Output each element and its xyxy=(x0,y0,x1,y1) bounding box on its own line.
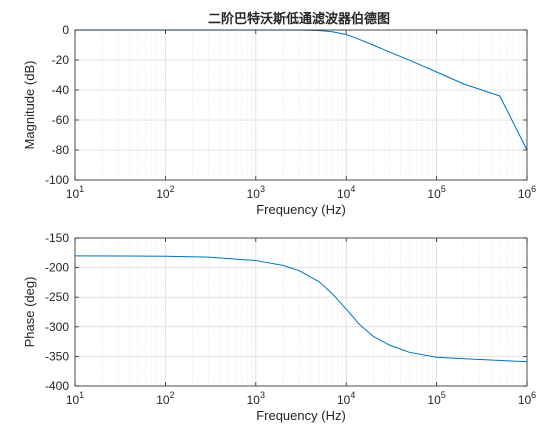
figure-title: 二阶巴特沃斯低通滤波器伯德图 xyxy=(208,11,390,26)
magnitude-y-tick-label: -40 xyxy=(52,83,70,97)
magnitude-y-tick-label: -100 xyxy=(45,173,69,187)
phase-axes-box xyxy=(74,237,528,387)
phase-x-tick-label: 103 xyxy=(247,390,265,407)
magnitude-x-tick-label: 101 xyxy=(66,184,84,201)
magnitude-y-tick-label: 0 xyxy=(62,23,69,37)
phase-y-tick-label: -300 xyxy=(45,320,69,334)
tick-base: 10 xyxy=(247,187,261,201)
phase-x-tick-label: 102 xyxy=(156,390,174,407)
phase-plot-area xyxy=(75,238,527,386)
phase-y-tick-label: -400 xyxy=(45,379,69,393)
phase-series-line xyxy=(74,255,528,363)
tick-exponent: 1 xyxy=(79,390,84,400)
magnitude-y-tick-label: -60 xyxy=(52,113,70,127)
magnitude-y-axis-label: Magnitude (dB) xyxy=(22,61,37,150)
tick-base: 10 xyxy=(337,393,351,407)
phase-y-tick-label: -200 xyxy=(45,261,69,275)
magnitude-axes-box xyxy=(74,29,528,181)
tick-base: 10 xyxy=(518,187,532,201)
tick-base: 10 xyxy=(156,187,170,201)
tick-base: 10 xyxy=(337,187,351,201)
magnitude-y-tick-label: -20 xyxy=(52,53,70,67)
phase-y-tick-label: -150 xyxy=(45,231,69,245)
tick-exponent: 3 xyxy=(260,184,265,194)
magnitude-y-tick-label: -80 xyxy=(52,143,70,157)
tick-base: 10 xyxy=(518,393,532,407)
tick-base: 10 xyxy=(156,393,170,407)
tick-exponent: 1 xyxy=(79,184,84,194)
phase-x-tick-label: 104 xyxy=(337,390,355,407)
tick-base: 10 xyxy=(427,393,441,407)
magnitude-x-axis-label: Frequency (Hz) xyxy=(256,202,346,217)
phase-y-tick-label: -350 xyxy=(45,349,69,363)
magnitude-x-tick-label: 106 xyxy=(518,184,536,201)
magnitude-x-tick-label: 102 xyxy=(156,184,174,201)
tick-exponent: 5 xyxy=(441,390,446,400)
phase-x-tick-label: 106 xyxy=(518,390,536,407)
tick-base: 10 xyxy=(247,393,261,407)
magnitude-x-tick-label: 104 xyxy=(337,184,355,201)
magnitude-x-tick-label: 105 xyxy=(427,184,445,201)
phase-x-tick-label: 101 xyxy=(66,390,84,407)
phase-y-tick-label: -250 xyxy=(45,290,69,304)
tick-exponent: 4 xyxy=(350,184,355,194)
magnitude-x-tick-label: 103 xyxy=(247,184,265,201)
tick-base: 10 xyxy=(427,187,441,201)
tick-exponent: 6 xyxy=(531,184,536,194)
magnitude-plot: 101 102 103 104 105 1060-20-40-60-80-100Frequ… xyxy=(22,23,536,217)
phase-plot: 101 102 103 104 105 106-150-200-250-300-350-4… xyxy=(22,231,536,423)
phase-x-tick-label: 105 xyxy=(427,390,445,407)
tick-base: 10 xyxy=(66,187,80,201)
magnitude-plot-area xyxy=(75,30,527,180)
tick-exponent: 4 xyxy=(350,390,355,400)
tick-base: 10 xyxy=(66,393,80,407)
tick-exponent: 5 xyxy=(441,184,446,194)
tick-exponent: 6 xyxy=(531,390,536,400)
phase-x-axis-label: Frequency (Hz) xyxy=(256,408,346,423)
phase-y-axis-label: Phase (deg) xyxy=(22,277,37,348)
tick-exponent: 2 xyxy=(170,390,175,400)
tick-exponent: 2 xyxy=(170,184,175,194)
tick-exponent: 3 xyxy=(260,390,265,400)
